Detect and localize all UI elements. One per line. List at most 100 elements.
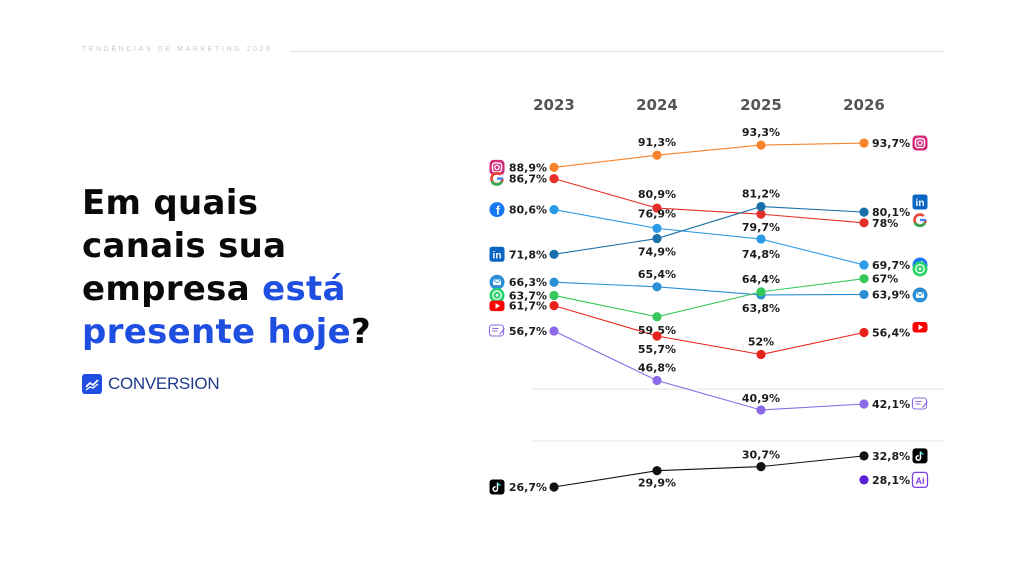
series-line-email bbox=[553, 281, 865, 296]
data-label-blog: 40,9% bbox=[742, 392, 780, 405]
data-point-youtube bbox=[549, 301, 559, 311]
x-tick-label: 2026 bbox=[843, 96, 885, 114]
blog-icon bbox=[488, 324, 505, 337]
data-label-google: 80,9% bbox=[638, 188, 676, 201]
data-label-youtube: 52% bbox=[748, 336, 774, 349]
whatsapp-icon bbox=[489, 287, 505, 303]
data-point-youtube bbox=[756, 349, 766, 360]
data-point-instagram bbox=[756, 140, 766, 150]
x-tick-label: 2023 bbox=[533, 96, 575, 114]
data-label-blog: 42,1% bbox=[872, 398, 910, 411]
title-question-mark: ? bbox=[351, 312, 372, 352]
data-point-google bbox=[859, 218, 869, 228]
data-label-tiktok: 32,8% bbox=[872, 450, 910, 463]
data-point-linkedin bbox=[652, 233, 662, 244]
data-point-instagram bbox=[859, 138, 869, 148]
brand-name: CONVERSION bbox=[108, 374, 220, 393]
data-label-email: 65,4% bbox=[638, 268, 676, 281]
series-line-blog bbox=[553, 330, 865, 411]
svg-text:f: f bbox=[496, 204, 501, 218]
instagram-icon bbox=[912, 135, 928, 151]
data-label-facebook: 69,7% bbox=[872, 259, 910, 272]
google-icon bbox=[490, 171, 504, 186]
data-label-youtube: 56,4% bbox=[872, 327, 910, 340]
data-label-google: 79,7% bbox=[742, 221, 780, 234]
data-point-blog bbox=[756, 405, 766, 415]
brand-logo: CONVERSION bbox=[82, 374, 220, 394]
data-label-linkedin: 80,1% bbox=[872, 206, 910, 219]
series-line-tiktok bbox=[553, 455, 865, 488]
series-line-facebook bbox=[553, 209, 865, 266]
data-point-instagram bbox=[549, 162, 559, 173]
data-point-google bbox=[549, 174, 559, 184]
data-point-whatsapp bbox=[549, 290, 559, 301]
data-label-youtube: 61,7% bbox=[509, 300, 547, 313]
data-point-youtube bbox=[652, 331, 662, 341]
data-label-blog: 46,8% bbox=[638, 362, 676, 375]
data-point-blog bbox=[549, 326, 559, 336]
svg-text:Ai: Ai bbox=[916, 476, 925, 486]
data-label-youtube: 55,7% bbox=[638, 343, 676, 356]
data-label-linkedin: 71,8% bbox=[509, 248, 547, 261]
data-label-google: 86,7% bbox=[509, 173, 547, 186]
data-label-tiktok: 26,7% bbox=[509, 481, 547, 494]
linkedin-icon: in bbox=[489, 246, 505, 262]
data-point-tiktok bbox=[859, 451, 869, 461]
data-label-whatsapp: 64,4% bbox=[742, 273, 780, 286]
data-point-facebook bbox=[859, 260, 869, 270]
whatsapp-icon bbox=[912, 261, 928, 277]
data-label-tiktok: 30,7% bbox=[742, 449, 780, 462]
data-point-linkedin bbox=[859, 207, 869, 217]
data-point-facebook bbox=[652, 223, 662, 233]
title-line-3: empresa bbox=[82, 269, 263, 309]
svg-text:in: in bbox=[916, 198, 925, 209]
series-line-instagram bbox=[553, 142, 865, 168]
data-label-facebook: 74,8% bbox=[742, 248, 780, 261]
data-label-ai: 28,1% bbox=[872, 474, 910, 487]
data-point-google bbox=[652, 203, 662, 213]
data-label-linkedin: 81,2% bbox=[742, 188, 780, 201]
trend-chart-icon bbox=[82, 374, 102, 394]
linkedin-icon: in bbox=[912, 194, 928, 210]
data-label-tiktok: 29,9% bbox=[638, 477, 676, 490]
data-point-facebook bbox=[549, 204, 559, 215]
data-label-blog: 56,7% bbox=[509, 325, 547, 338]
data-point-ai bbox=[859, 475, 869, 485]
data-label-linkedin: 74,9% bbox=[638, 246, 676, 259]
series-line-google bbox=[553, 178, 865, 224]
title-line-2: canais sua bbox=[82, 226, 287, 266]
email-icon bbox=[912, 287, 928, 303]
data-label-instagram: 93,3% bbox=[742, 126, 780, 139]
data-label-email: 66,3% bbox=[509, 276, 547, 289]
page-kicker: TENDÊNCIAS DE MARKETING 2026 bbox=[82, 46, 273, 53]
x-tick-label: 2025 bbox=[740, 96, 782, 114]
data-point-youtube bbox=[859, 327, 869, 338]
data-point-email bbox=[652, 282, 662, 292]
data-label-instagram: 91,3% bbox=[638, 136, 676, 149]
kicker-divider bbox=[290, 51, 944, 52]
data-label-whatsapp: 63,7% bbox=[509, 289, 547, 302]
series-line-whatsapp bbox=[553, 278, 865, 318]
title-highlight-1: está bbox=[262, 269, 346, 309]
data-label-facebook: 76,9% bbox=[638, 207, 676, 220]
data-point-tiktok bbox=[756, 462, 766, 472]
data-point-google bbox=[756, 209, 766, 219]
youtube-icon bbox=[912, 322, 928, 333]
svg-text:in: in bbox=[493, 250, 502, 261]
page-title: Em quais canais sua empresa está presente h… bbox=[82, 182, 371, 354]
data-point-linkedin bbox=[756, 201, 766, 212]
email-icon bbox=[489, 274, 505, 290]
data-label-instagram: 93,7% bbox=[872, 137, 910, 150]
data-label-email: 63,8% bbox=[742, 302, 780, 315]
data-label-whatsapp: 67% bbox=[872, 273, 898, 286]
series-line-youtube bbox=[553, 305, 865, 356]
data-label-instagram: 88,9% bbox=[509, 161, 547, 174]
data-point-linkedin bbox=[549, 249, 559, 259]
data-point-blog bbox=[652, 375, 662, 386]
blog-icon bbox=[911, 397, 928, 410]
data-point-whatsapp bbox=[652, 312, 662, 322]
series-line-linkedin bbox=[553, 205, 865, 255]
title-highlight-2: presente hoje bbox=[82, 312, 351, 352]
data-label-whatsapp: 59,5% bbox=[638, 324, 676, 337]
